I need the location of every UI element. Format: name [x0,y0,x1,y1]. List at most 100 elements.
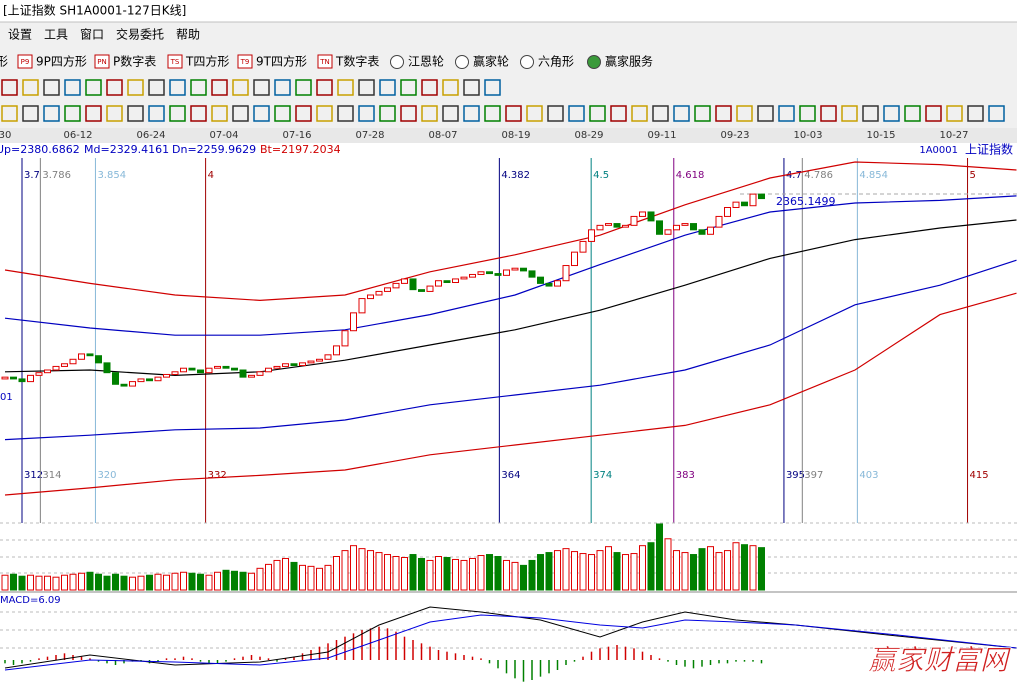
tool-button[interactable] [316,105,333,122]
tool-button[interactable] [358,105,375,122]
tool-icon-text[interactable]: P9 [21,58,30,66]
tool-icon[interactable] [17,54,33,69]
tool-button[interactable] [253,105,270,122]
tool-button[interactable] [358,79,375,96]
tool-icon[interactable] [237,54,253,69]
tool-icon[interactable] [390,55,404,69]
tool-button[interactable] [925,105,942,122]
menu-item[interactable]: 工具 [44,28,68,42]
tool-label[interactable]: 赢家服务 [605,54,653,69]
tool-button[interactable] [484,79,501,96]
tool-button[interactable] [253,79,270,96]
tool-button[interactable] [715,105,732,122]
tool-button[interactable] [127,105,144,122]
tool-button[interactable] [505,105,522,122]
tool-button[interactable] [610,105,627,122]
tool-button[interactable] [169,79,186,96]
tool-button[interactable] [85,79,102,96]
tool-button[interactable] [211,105,228,122]
tool-button[interactable] [526,105,543,122]
tool-button[interactable] [946,105,963,122]
tool-button[interactable] [904,105,921,122]
tool-button[interactable] [799,105,816,122]
tool-button[interactable] [694,105,711,122]
tool-button[interactable] [736,105,753,122]
tool-button[interactable] [190,105,207,122]
tool-label[interactable]: 江恩轮 [408,55,444,69]
tool-button[interactable] [862,105,879,122]
tool-button[interactable] [337,79,354,96]
tool-icon[interactable] [587,55,601,69]
tool-button[interactable] [148,79,165,96]
tool-button[interactable] [85,105,102,122]
menu-item[interactable]: 设置 [8,28,32,42]
tool-icon[interactable] [167,54,183,69]
tool-button[interactable] [442,105,459,122]
menu-item[interactable]: 窗口 [80,28,104,42]
tool-button[interactable] [589,105,606,122]
tool-button[interactable] [568,105,585,122]
tool-button[interactable] [421,105,438,122]
tool-label[interactable]: 六角形 [538,55,574,69]
tool-button[interactable] [316,79,333,96]
tool-button[interactable] [463,105,480,122]
tool-label[interactable]: T四方形 [185,54,229,69]
tool-button[interactable] [379,105,396,122]
tool-button[interactable] [1,79,18,96]
tool-button[interactable] [841,105,858,122]
tool-button[interactable] [148,105,165,122]
tool-button[interactable] [883,105,900,122]
tool-button[interactable] [820,105,837,122]
tool-button[interactable] [673,105,690,122]
tool-button[interactable] [967,105,984,122]
tool-label[interactable]: P数字表 [113,54,156,69]
tool-button[interactable] [127,79,144,96]
tool-button[interactable] [22,79,39,96]
tool-button[interactable] [400,79,417,96]
tool-icon-text[interactable]: TS [170,58,180,66]
tool-label[interactable]: 赢家轮 [473,54,509,69]
tool-icon[interactable] [94,54,110,69]
tool-button[interactable] [106,79,123,96]
tool-label[interactable]: 9P四方形 [36,54,87,69]
tool-icon-text[interactable]: T9 [240,58,250,66]
tool-button[interactable] [547,105,564,122]
tool-label[interactable]: 形 [0,55,8,69]
tool-button[interactable] [778,105,795,122]
tool-button[interactable] [43,105,60,122]
tool-button[interactable] [211,79,228,96]
tool-button[interactable] [337,105,354,122]
tool-button[interactable] [64,79,81,96]
tool-button[interactable] [484,105,501,122]
tool-icon-text[interactable]: PN [97,58,106,66]
tool-button[interactable] [757,105,774,122]
tool-button[interactable] [64,105,81,122]
tool-icon[interactable] [455,55,469,69]
menu-item[interactable]: 交易委托 [116,27,164,42]
tool-button[interactable] [22,105,39,122]
tool-button[interactable] [43,79,60,96]
tool-button[interactable] [400,105,417,122]
tool-button[interactable] [274,105,291,122]
tool-icon[interactable] [317,54,333,69]
tool-button[interactable] [106,105,123,122]
tool-button[interactable] [1,105,18,122]
tool-button[interactable] [295,79,312,96]
tool-icon[interactable] [520,55,534,69]
tool-button[interactable] [274,79,291,96]
tool-button[interactable] [232,105,249,122]
tool-label[interactable]: T数字表 [335,54,379,69]
tool-button[interactable] [232,79,249,96]
tool-button[interactable] [169,105,186,122]
tool-label[interactable]: 9T四方形 [256,54,307,69]
tool-button[interactable] [631,105,648,122]
tool-button[interactable] [190,79,207,96]
menu-item[interactable]: 帮助 [176,28,200,42]
tool-button[interactable] [442,79,459,96]
tool-button[interactable] [463,79,480,96]
tool-button[interactable] [421,79,438,96]
tool-button[interactable] [379,79,396,96]
tool-button[interactable] [295,105,312,122]
tool-icon-text[interactable]: TN [319,58,330,66]
tool-button[interactable] [988,105,1005,122]
